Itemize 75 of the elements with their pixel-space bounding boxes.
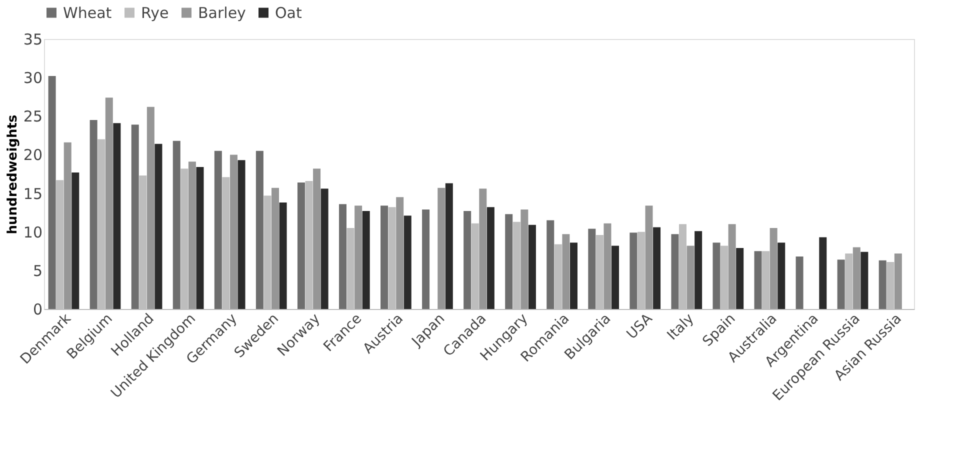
legend-label: Rye bbox=[141, 4, 169, 22]
bar bbox=[438, 188, 446, 309]
y-tick-label: 25 bbox=[23, 108, 42, 126]
bar bbox=[671, 234, 679, 309]
legend-label: Wheat bbox=[63, 4, 112, 22]
bar bbox=[362, 211, 370, 309]
bar bbox=[653, 227, 661, 309]
bar bbox=[279, 202, 287, 309]
y-tick-label: 15 bbox=[23, 184, 42, 203]
bar bbox=[479, 188, 487, 309]
bar bbox=[728, 224, 736, 309]
bar bbox=[146, 106, 154, 309]
bar bbox=[338, 204, 346, 309]
bar bbox=[48, 76, 56, 309]
y-tick-label: 5 bbox=[32, 262, 42, 280]
bar bbox=[630, 232, 638, 309]
y-tick-label: 10 bbox=[23, 223, 42, 242]
bar bbox=[645, 206, 653, 309]
bar bbox=[131, 124, 139, 309]
bar bbox=[796, 256, 804, 309]
bar bbox=[612, 246, 620, 309]
bar bbox=[396, 197, 404, 309]
bar bbox=[72, 172, 80, 309]
bar bbox=[852, 247, 860, 309]
bar bbox=[380, 206, 388, 309]
bar bbox=[562, 234, 570, 309]
bar bbox=[894, 253, 902, 309]
bar bbox=[754, 251, 762, 309]
bar bbox=[320, 188, 328, 309]
bar bbox=[230, 154, 238, 309]
bar bbox=[422, 209, 430, 309]
bar bbox=[837, 260, 845, 309]
bar bbox=[464, 211, 472, 309]
y-tick-label: 30 bbox=[23, 69, 42, 88]
bar bbox=[528, 224, 536, 309]
legend-label: Barley bbox=[198, 4, 246, 22]
bar bbox=[694, 231, 702, 309]
bar bbox=[238, 160, 246, 309]
bar bbox=[712, 242, 720, 309]
y-tick-label: 20 bbox=[23, 146, 42, 164]
bar bbox=[272, 188, 280, 309]
bar bbox=[604, 223, 612, 309]
x-tick-label: USA bbox=[624, 310, 656, 343]
bar bbox=[154, 144, 162, 309]
legend-label: Oat bbox=[275, 4, 302, 22]
bar bbox=[214, 150, 222, 309]
bar bbox=[105, 98, 113, 309]
bar bbox=[196, 167, 204, 309]
bar bbox=[778, 242, 786, 309]
bar bbox=[313, 168, 321, 309]
bar bbox=[505, 214, 513, 309]
bar bbox=[188, 162, 196, 309]
bar bbox=[819, 237, 827, 309]
bar bbox=[64, 142, 72, 309]
y-tick-label: 0 bbox=[32, 300, 42, 318]
bar bbox=[736, 248, 744, 309]
bar bbox=[588, 228, 596, 309]
bar bbox=[546, 220, 554, 309]
bar bbox=[172, 140, 180, 309]
bar bbox=[860, 252, 868, 309]
bar bbox=[878, 260, 886, 309]
bar bbox=[297, 182, 305, 309]
bar bbox=[445, 183, 453, 309]
bar bbox=[520, 209, 528, 309]
bar bbox=[404, 216, 412, 309]
bar bbox=[354, 206, 362, 309]
bar bbox=[486, 207, 494, 309]
y-tick-label: 35 bbox=[23, 30, 42, 48]
bar bbox=[90, 120, 98, 309]
bar bbox=[113, 123, 121, 309]
bar bbox=[770, 228, 778, 309]
bar bbox=[570, 242, 578, 309]
y-axis-title: hundredweights bbox=[5, 114, 20, 234]
bar bbox=[256, 150, 264, 309]
bar bbox=[686, 246, 694, 309]
